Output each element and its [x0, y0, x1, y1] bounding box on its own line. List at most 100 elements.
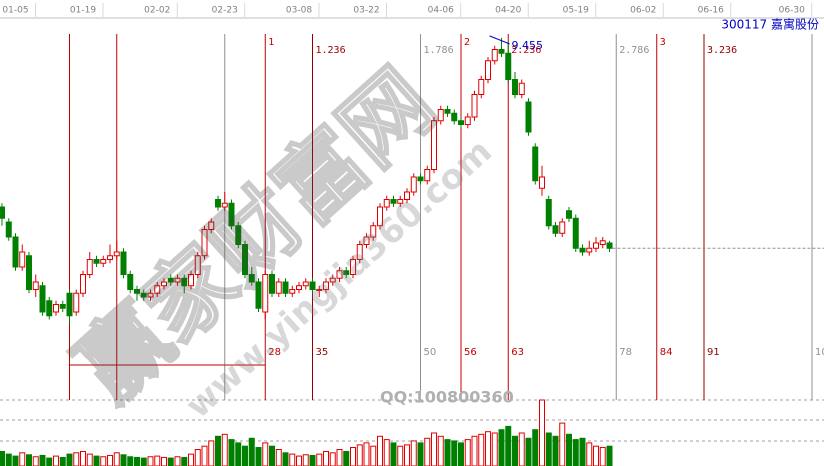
candle-body	[478, 79, 485, 95]
fib-ratio-label: 1.236	[316, 45, 346, 56]
volume-bar	[464, 439, 471, 466]
candle-body	[451, 112, 458, 122]
candle-body	[363, 236, 370, 245]
candle-body	[498, 49, 505, 54]
volume-bar	[437, 435, 444, 466]
candle-body	[26, 255, 32, 290]
candle-body	[66, 292, 73, 317]
fib-count-label: 35	[316, 347, 329, 358]
volume-bar	[512, 435, 518, 466]
volume-bar	[181, 456, 188, 466]
candle-body	[606, 242, 613, 249]
volume-bar	[93, 455, 100, 466]
candle-body	[120, 251, 127, 275]
volume-bar	[363, 442, 370, 466]
chart-title: 300117 嘉寓股份	[721, 17, 819, 32]
candle-body	[586, 247, 593, 253]
volume-bar	[66, 453, 73, 466]
x-tick-label: 04-20	[495, 6, 521, 16]
volume-bar	[485, 431, 491, 466]
volume-bar	[215, 435, 221, 466]
candle-body	[431, 120, 437, 170]
fib-count-label: 10	[815, 347, 824, 358]
volume-bar	[329, 452, 336, 466]
candle-body	[505, 52, 512, 80]
candle-body	[127, 274, 134, 290]
candle-body	[404, 191, 410, 200]
volume-bar	[478, 433, 485, 466]
volume-bar	[282, 452, 289, 466]
watermark-qq: QQ:100800360	[380, 388, 514, 407]
candle-body	[235, 225, 242, 245]
candle-body	[0, 206, 5, 219]
volume-bar	[59, 456, 66, 466]
candle-body	[154, 285, 161, 294]
candle-body	[86, 259, 93, 275]
candle-body	[410, 176, 417, 193]
candle-body	[194, 255, 201, 275]
candle-body	[46, 300, 53, 317]
candle-body	[485, 60, 491, 80]
candle-body	[350, 259, 356, 275]
volume-bar	[377, 435, 383, 466]
volume-bar	[296, 455, 302, 466]
candle-body	[215, 199, 221, 208]
volume-bar	[370, 445, 377, 466]
volume-bar	[410, 440, 417, 466]
volume-bar	[86, 453, 93, 466]
candle-body	[539, 176, 545, 189]
x-tick-label: 03-08	[286, 6, 312, 16]
candle-body	[5, 221, 12, 238]
candle-body	[269, 274, 275, 294]
x-tick-label: 06-16	[698, 6, 724, 16]
volume-bar	[316, 453, 323, 466]
candle-body	[32, 281, 39, 290]
volume-bar	[539, 399, 545, 466]
candle-body	[417, 176, 424, 182]
volume-bar	[505, 425, 512, 466]
candle-body	[316, 289, 323, 291]
volume-bar	[518, 432, 525, 466]
high-pointer	[489, 35, 510, 45]
candle-body	[370, 225, 377, 238]
candle-body	[532, 146, 539, 182]
candle-body	[566, 210, 572, 219]
volume-bar	[275, 449, 282, 466]
volume-bar	[444, 439, 451, 466]
volume-bar	[532, 429, 539, 466]
volume-bar	[255, 447, 262, 466]
x-tick-label: 06-02	[630, 6, 656, 16]
fib-ratio-label: 3	[660, 37, 666, 48]
fib-count-label: 50	[424, 347, 437, 358]
candle-body	[579, 247, 586, 253]
candle-body	[356, 244, 363, 260]
volume-bar	[147, 456, 154, 466]
x-tick-label: 01-05	[2, 6, 28, 16]
candle-body	[73, 292, 80, 313]
candle-body	[512, 79, 518, 95]
candle-body	[424, 169, 431, 182]
volume-bar	[174, 456, 181, 466]
candle-body	[80, 274, 86, 294]
candle-body	[296, 285, 302, 290]
candle-body	[464, 116, 471, 125]
candle-body	[559, 221, 566, 234]
candle-body	[181, 277, 188, 287]
fib-count-label: 84	[660, 347, 673, 358]
volume-bar	[343, 450, 350, 466]
volume-bar	[383, 439, 390, 466]
volume-bar	[498, 429, 505, 466]
x-tick-label: 05-19	[563, 6, 589, 16]
candle-body	[282, 281, 289, 294]
volume-bar	[559, 422, 566, 466]
candle-body	[491, 49, 498, 62]
fib-count-label: 56	[464, 347, 477, 358]
volume-bar	[161, 456, 167, 466]
candle-body	[134, 289, 140, 294]
fib-ratio-label: 2	[464, 37, 470, 48]
volume-bar	[53, 455, 59, 466]
volume-bar	[404, 444, 410, 466]
x-tick-label: 01-19	[70, 6, 96, 16]
volume-bar	[248, 437, 255, 466]
volume-bar	[451, 440, 458, 466]
